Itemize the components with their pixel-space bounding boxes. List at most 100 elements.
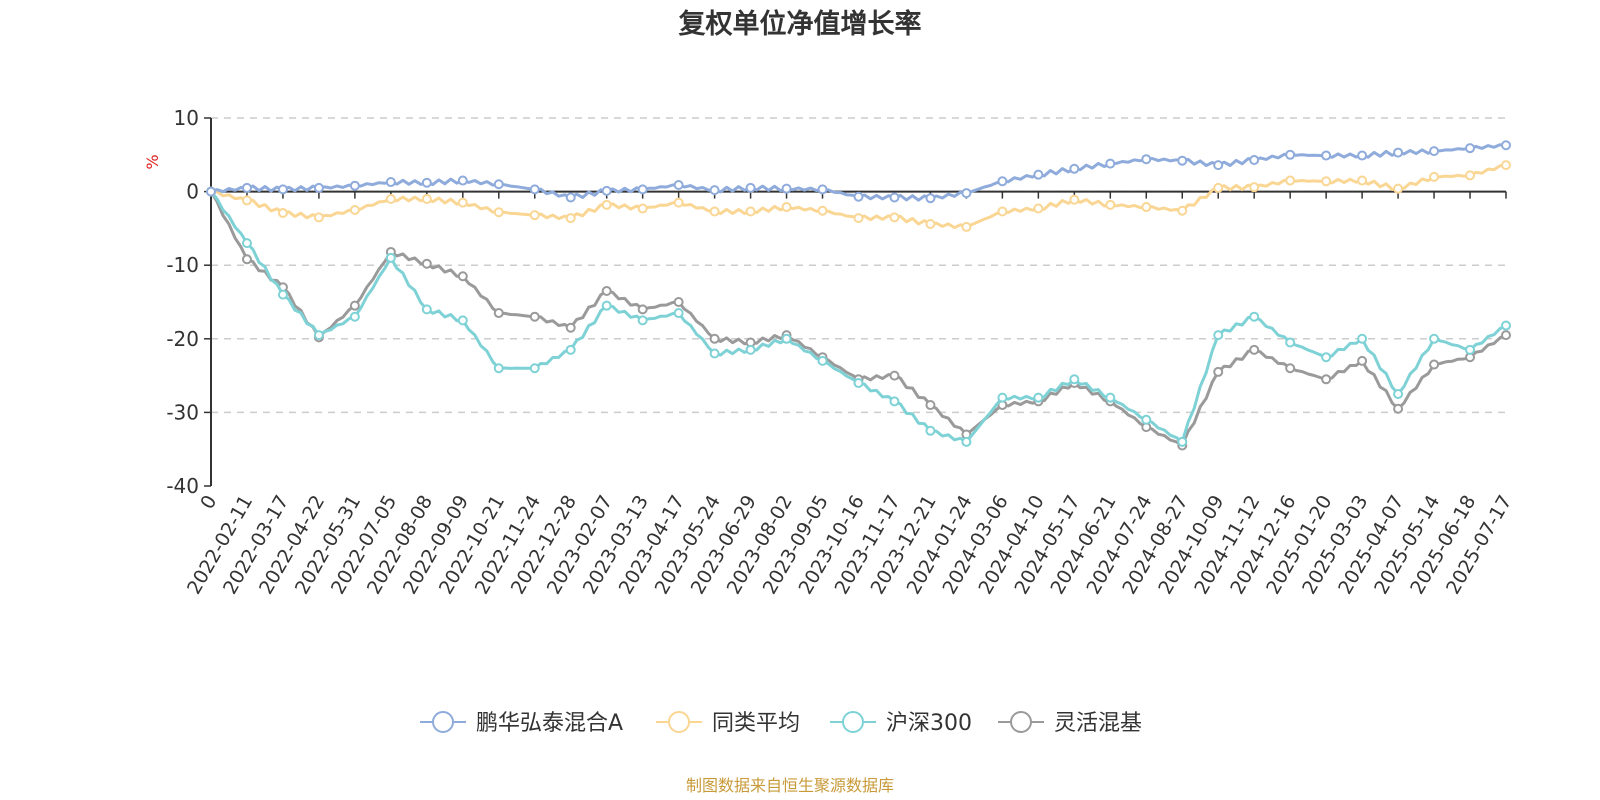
data-point[interactable] xyxy=(1393,403,1404,414)
data-point[interactable] xyxy=(1285,337,1296,348)
data-point[interactable] xyxy=(781,183,792,194)
data-point[interactable] xyxy=(313,212,324,223)
data-point[interactable] xyxy=(206,186,216,197)
data-point[interactable] xyxy=(277,207,288,218)
data-point[interactable] xyxy=(1033,203,1044,214)
data-point[interactable] xyxy=(673,297,684,307)
data-point[interactable] xyxy=(1141,414,1152,425)
data-point[interactable] xyxy=(745,182,756,193)
legend[interactable]: 鹏华弘泰混合A 同类平均 沪深300 灵活混基 xyxy=(420,711,1142,736)
data-point[interactable] xyxy=(1465,344,1476,355)
data-point[interactable] xyxy=(1105,158,1116,169)
data-point[interactable] xyxy=(1033,392,1044,403)
data-point[interactable] xyxy=(889,192,900,203)
data-point[interactable] xyxy=(925,400,936,411)
data-point[interactable] xyxy=(349,180,360,191)
data-point[interactable] xyxy=(277,184,288,195)
data-point[interactable] xyxy=(1285,363,1296,374)
data-point[interactable] xyxy=(349,311,360,322)
data-point[interactable] xyxy=(1357,333,1368,344)
data-point[interactable] xyxy=(1429,171,1440,182)
data-point[interactable] xyxy=(529,210,540,221)
data-point[interactable] xyxy=(925,218,936,229)
legend-item[interactable]: 沪深300 xyxy=(830,711,972,736)
data-point[interactable] xyxy=(565,213,576,224)
legend-item[interactable]: 鹏华弘泰混合A xyxy=(420,711,623,736)
data-point[interactable] xyxy=(493,179,504,190)
data-point[interactable] xyxy=(709,333,720,344)
data-point[interactable] xyxy=(1393,389,1404,399)
data-point[interactable] xyxy=(853,191,864,202)
data-point[interactable] xyxy=(457,197,468,208)
data-point[interactable] xyxy=(997,392,1008,403)
data-point[interactable] xyxy=(1213,330,1224,341)
data-point[interactable] xyxy=(457,175,468,186)
data-point[interactable] xyxy=(961,436,972,447)
data-point[interactable] xyxy=(961,188,972,199)
data-point[interactable] xyxy=(529,184,540,195)
data-point[interactable] xyxy=(493,308,504,319)
data-point[interactable] xyxy=(1213,160,1224,171)
data-point[interactable] xyxy=(529,311,540,322)
data-point[interactable] xyxy=(385,177,396,188)
data-point[interactable] xyxy=(457,315,468,326)
data-point[interactable] xyxy=(421,258,432,269)
data-point[interactable] xyxy=(1501,140,1511,151)
data-point[interactable] xyxy=(457,271,468,282)
data-point[interactable] xyxy=(1177,155,1188,166)
data-point[interactable] xyxy=(673,179,684,190)
data-point[interactable] xyxy=(1141,202,1152,213)
data-point[interactable] xyxy=(1429,146,1440,157)
data-point[interactable] xyxy=(241,195,252,206)
data-point[interactable] xyxy=(1249,344,1260,355)
data-point[interactable] xyxy=(673,197,684,208)
data-point[interactable] xyxy=(1285,175,1296,186)
data-point[interactable] xyxy=(1249,154,1260,165)
data-point[interactable] xyxy=(637,315,648,326)
data-point[interactable] xyxy=(493,207,504,218)
data-point[interactable] xyxy=(1321,374,1332,385)
data-point[interactable] xyxy=(1213,366,1224,377)
data-point[interactable] xyxy=(781,202,792,213)
data-point[interactable] xyxy=(1033,169,1044,180)
data-point[interactable] xyxy=(1285,149,1296,160)
data-point[interactable] xyxy=(1429,359,1440,370)
data-point[interactable] xyxy=(601,300,612,311)
data-point[interactable] xyxy=(1393,183,1404,194)
data-point[interactable] xyxy=(1321,352,1332,363)
data-point[interactable] xyxy=(1465,170,1476,181)
data-point[interactable] xyxy=(1141,154,1152,165)
data-point[interactable] xyxy=(421,193,432,204)
data-point[interactable] xyxy=(349,300,360,311)
data-point[interactable] xyxy=(1249,182,1260,193)
data-point[interactable] xyxy=(709,185,720,196)
data-point[interactable] xyxy=(1357,150,1368,161)
data-point[interactable] xyxy=(529,363,540,374)
data-point[interactable] xyxy=(1357,355,1368,366)
data-point[interactable] xyxy=(241,182,252,193)
data-point[interactable] xyxy=(421,304,432,315)
legend-item[interactable]: 同类平均 xyxy=(656,711,800,736)
data-point[interactable] xyxy=(709,206,720,217)
data-point[interactable] xyxy=(1321,150,1332,161)
data-point[interactable] xyxy=(565,192,576,203)
data-point[interactable] xyxy=(241,254,252,265)
data-point[interactable] xyxy=(1465,143,1476,154)
data-point[interactable] xyxy=(997,206,1008,217)
data-point[interactable] xyxy=(493,363,504,374)
data-point[interactable] xyxy=(421,177,432,188)
data-point[interactable] xyxy=(673,308,684,319)
data-point[interactable] xyxy=(1429,333,1440,344)
data-point[interactable] xyxy=(1501,160,1511,171)
data-point[interactable] xyxy=(1105,392,1116,403)
data-point[interactable] xyxy=(637,184,648,195)
data-point[interactable] xyxy=(1177,205,1188,216)
data-point[interactable] xyxy=(781,333,792,344)
data-point[interactable] xyxy=(1393,147,1404,158)
data-point[interactable] xyxy=(601,185,612,196)
data-point[interactable] xyxy=(745,206,756,217)
legend-item[interactable]: 灵活混基 xyxy=(998,711,1142,736)
data-point[interactable] xyxy=(1213,182,1224,193)
data-point[interactable] xyxy=(1069,194,1080,205)
data-point[interactable] xyxy=(1357,175,1368,186)
